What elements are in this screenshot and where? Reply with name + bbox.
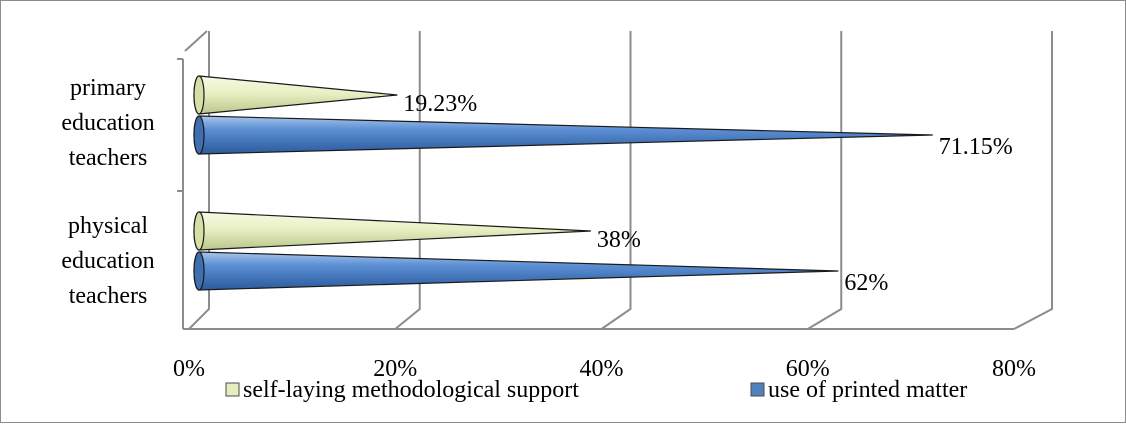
gridline-3 bbox=[807, 31, 843, 330]
bar-base bbox=[193, 211, 205, 251]
x-tick-label: 80% bbox=[992, 356, 1036, 382]
bar-printed-matter bbox=[193, 251, 839, 291]
legend-label: use of printed matter bbox=[768, 377, 967, 403]
x-tick-label: 40% bbox=[580, 356, 624, 382]
left-wall-top-edge bbox=[184, 30, 208, 52]
data-label: 62% bbox=[844, 270, 888, 296]
category-label: physical education teachers bbox=[61, 213, 154, 309]
legend-swatch bbox=[225, 382, 240, 397]
bar-self-laying bbox=[193, 211, 591, 251]
x-tick-label: 60% bbox=[786, 356, 830, 382]
data-label: 19.23% bbox=[403, 91, 477, 117]
bar-base bbox=[193, 115, 205, 155]
x-tick-label: 0% bbox=[173, 356, 205, 382]
category-label: primary education teachers bbox=[61, 75, 154, 171]
legend-swatch bbox=[750, 382, 765, 397]
bar-self-laying bbox=[193, 75, 398, 115]
x-tick-label: 20% bbox=[373, 356, 417, 382]
gridline-2 bbox=[600, 31, 632, 330]
data-label: 38% bbox=[597, 227, 641, 253]
bar-base bbox=[193, 251, 205, 291]
data-label: 71.15% bbox=[939, 134, 1013, 160]
gridline-4 bbox=[1013, 31, 1053, 330]
bar-base bbox=[193, 75, 205, 115]
legend-label: self-laying methodological support bbox=[243, 377, 579, 403]
bar-printed-matter bbox=[193, 115, 933, 155]
